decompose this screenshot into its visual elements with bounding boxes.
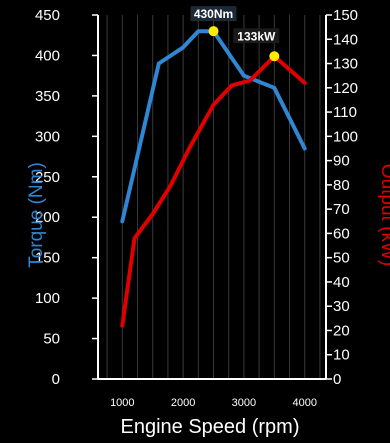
x-axis-ticks: 1000 2000 3000 4000 bbox=[110, 397, 317, 409]
left-tick-label: 350 bbox=[35, 88, 60, 105]
x-tick-label: 4000 bbox=[292, 397, 316, 409]
left-tick-label: 400 bbox=[35, 47, 60, 64]
right-tick-label: 0 bbox=[333, 371, 341, 388]
callouts: 430Nm 133kW bbox=[190, 6, 280, 62]
x-tick-label: 3000 bbox=[232, 397, 256, 409]
left-tick-label: 450 bbox=[35, 7, 60, 24]
torque-line bbox=[120, 29, 307, 224]
left-axis-title: Torque (Nm) bbox=[26, 162, 47, 268]
right-tick-label: 120 bbox=[333, 80, 358, 97]
left-tick-label: 300 bbox=[35, 128, 60, 145]
callout-label: 133kW bbox=[237, 29, 276, 43]
left-tick-label: 250 bbox=[35, 169, 60, 186]
left-tick-label: 200 bbox=[35, 209, 60, 226]
right-tick-label: 150 bbox=[333, 7, 358, 24]
output-line bbox=[120, 54, 307, 328]
callout-label: 430Nm bbox=[194, 7, 233, 21]
right-tick-label: 80 bbox=[333, 177, 350, 194]
x-tick-label: 1000 bbox=[110, 397, 134, 409]
callout-box bbox=[190, 6, 237, 22]
series-lines bbox=[120, 29, 307, 328]
right-tick-label: 140 bbox=[333, 31, 358, 48]
left-axis-ticks: 0 50 100 150 200 250 300 350 400 450 bbox=[35, 7, 98, 388]
left-tick-label: 50 bbox=[43, 331, 60, 348]
left-tick-label: 100 bbox=[35, 290, 60, 307]
x-tick-label: 2000 bbox=[171, 397, 195, 409]
right-tick-label: 70 bbox=[333, 201, 350, 218]
left-tick-label: 150 bbox=[35, 250, 60, 267]
right-axis-title: Output (kW) bbox=[377, 164, 390, 266]
right-tick-label: 110 bbox=[333, 104, 357, 121]
x-axis-title: Engine Speed (rpm) bbox=[121, 416, 300, 438]
right-tick-label: 90 bbox=[333, 153, 350, 170]
callout-box bbox=[233, 28, 280, 44]
peak-marker bbox=[269, 51, 280, 62]
right-tick-label: 20 bbox=[333, 322, 350, 339]
right-tick-label: 40 bbox=[333, 274, 350, 291]
right-tick-label: 100 bbox=[333, 128, 358, 145]
left-tick-label: 0 bbox=[52, 371, 60, 388]
right-axis-ticks: 0 10 20 30 40 50 60 70 80 90 100 110 120 130 140 150 bbox=[326, 7, 358, 388]
right-tick-label: 10 bbox=[333, 347, 350, 364]
right-tick-label: 50 bbox=[333, 250, 350, 267]
grid-lines bbox=[106, 15, 321, 379]
right-tick-label: 130 bbox=[333, 56, 358, 73]
peak-marker bbox=[208, 26, 219, 37]
right-tick-label: 60 bbox=[333, 225, 350, 242]
right-tick-label: 30 bbox=[333, 298, 350, 315]
